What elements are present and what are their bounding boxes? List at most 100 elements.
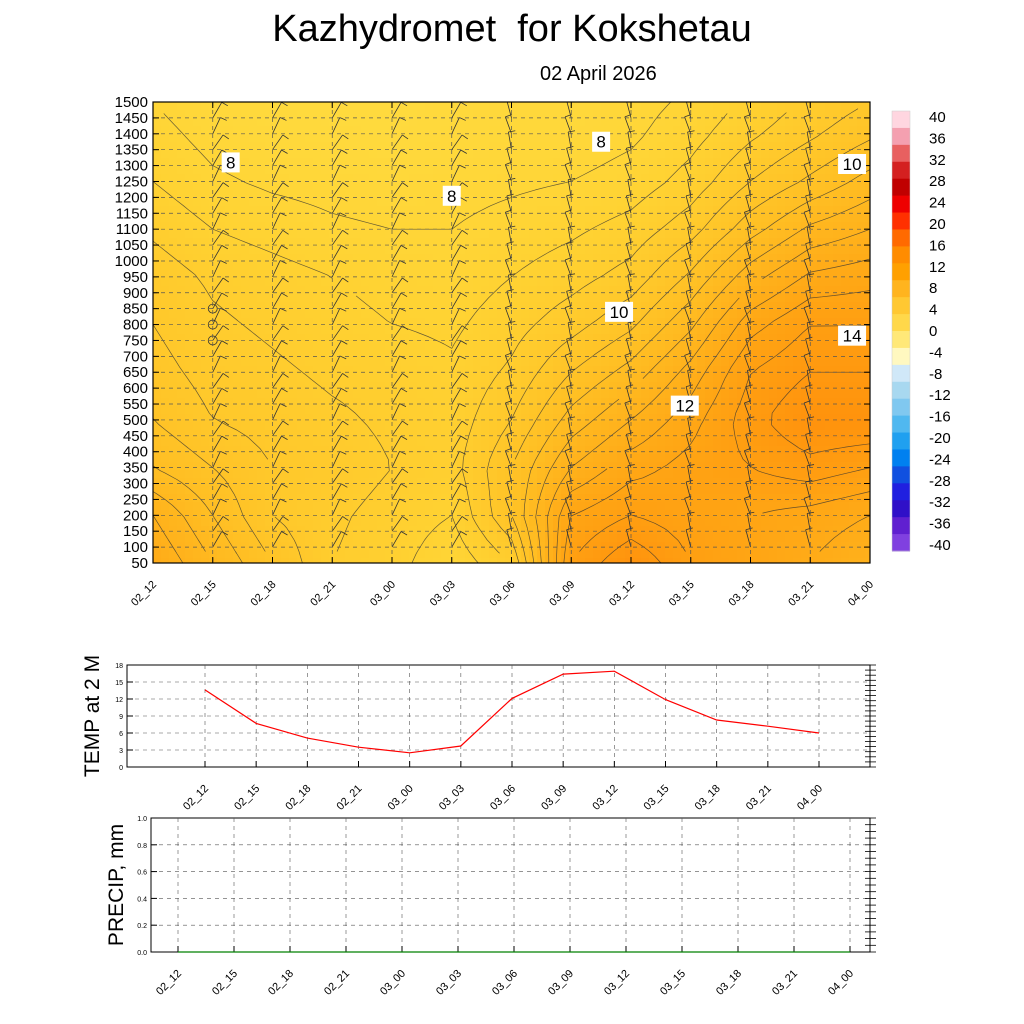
heatmap-cell [433, 118, 442, 127]
heatmap-cell [369, 134, 378, 143]
heatmap-cell [745, 310, 754, 319]
heatmap-cell [681, 558, 690, 563]
heatmap-cell [777, 350, 786, 359]
heatmap-cell [489, 510, 498, 519]
heatmap-cell [745, 534, 754, 543]
heatmap-cell [329, 422, 338, 431]
heatmap-cell [625, 358, 634, 367]
heatmap-cell [209, 118, 218, 127]
heatmap-cell [353, 510, 362, 519]
heatmap-cell [497, 382, 506, 391]
heatmap-cell [521, 358, 530, 367]
heatmap-cell [489, 550, 498, 559]
heatmap-cell [257, 302, 266, 311]
heatmap-cell [177, 246, 186, 255]
heatmap-cell [193, 150, 202, 159]
heatmap-cell [353, 318, 362, 327]
heatmap-cell [833, 382, 842, 391]
heatmap-cell [361, 254, 370, 263]
heatmap-cell [665, 358, 674, 367]
heatmap-cell [257, 126, 266, 135]
heatmap-cell [601, 534, 610, 543]
heatmap-cell [753, 206, 762, 215]
heatmap-cell [537, 198, 546, 207]
heatmap-cell [265, 262, 274, 271]
heatmap-cell [489, 134, 498, 143]
heatmap-cell [185, 470, 194, 479]
heatmap-cell [305, 182, 314, 191]
heatmap-cell [369, 350, 378, 359]
heatmap-cell [545, 238, 554, 247]
heatmap-cell [665, 286, 674, 295]
heatmap-cell [761, 414, 770, 423]
heatmap-cell [217, 134, 226, 143]
heatmap-cell [201, 510, 210, 519]
heatmap-cell [193, 550, 202, 559]
heatmap-cell [729, 254, 738, 263]
heatmap-cell [769, 110, 778, 119]
heatmap-cell [705, 214, 714, 223]
heatmap-cell [809, 302, 818, 311]
heatmap-cell [545, 190, 554, 199]
heatmap-cell [497, 502, 506, 511]
heatmap-cell [449, 150, 458, 159]
heatmap-cell [433, 142, 442, 151]
heatmap-cell [345, 342, 354, 351]
heatmap-cell [337, 358, 346, 367]
heatmap-cell [825, 550, 834, 559]
heatmap-cell [745, 478, 754, 487]
heatmap-cell [249, 430, 258, 439]
heatmap-cell [241, 134, 250, 143]
heatmap-cell [233, 198, 242, 207]
heatmap-cell [721, 446, 730, 455]
heatmap-cell [441, 542, 450, 551]
heatmap-cell [753, 382, 762, 391]
heatmap-cell [321, 126, 330, 135]
heatmap-cell [281, 542, 290, 551]
heatmap-cell [681, 358, 690, 367]
heatmap-cell [801, 486, 810, 495]
heatmap-cell [177, 454, 186, 463]
heatmap-cell [641, 414, 650, 423]
heatmap-cell [617, 382, 626, 391]
heatmap-cell [449, 446, 458, 455]
heatmap-cell [257, 246, 266, 255]
heatmap-cell [393, 254, 402, 263]
heatmap-cell [769, 534, 778, 543]
heatmap-cell [449, 326, 458, 335]
heatmap-cell [265, 462, 274, 471]
heatmap-cell [481, 278, 490, 287]
heatmap-cell [177, 110, 186, 119]
heatmap-cell [265, 366, 274, 375]
heatmap-cell [417, 470, 426, 479]
heatmap-cell [185, 422, 194, 431]
heatmap-cell [689, 478, 698, 487]
heatmap-cell [457, 294, 466, 303]
heatmap-cell [697, 262, 706, 271]
heatmap-cell [817, 358, 826, 367]
heatmap-cell [281, 174, 290, 183]
heatmap-cell [417, 398, 426, 407]
heatmap-cell [161, 342, 170, 351]
heatmap-cell [617, 294, 626, 303]
heatmap-cell [529, 198, 538, 207]
heatmap-cell [337, 102, 346, 111]
heatmap-cell [553, 206, 562, 215]
heatmap-cell [785, 206, 794, 215]
heatmap-cell [217, 310, 226, 319]
heatmap-cell [593, 510, 602, 519]
heatmap-cell [713, 126, 722, 135]
heatmap-cell [833, 406, 842, 415]
heatmap-cell [345, 398, 354, 407]
heatmap-cell [545, 118, 554, 127]
heatmap-cell [753, 470, 762, 479]
heatmap-cell [241, 166, 250, 175]
heatmap-cell [401, 142, 410, 151]
heatmap-cell [761, 254, 770, 263]
heatmap-cell [577, 542, 586, 551]
heatmap-cell [361, 406, 370, 415]
heatmap-cell [697, 414, 706, 423]
heatmap-cell [833, 254, 842, 263]
heatmap-cell [153, 198, 162, 207]
heatmap-cell [449, 366, 458, 375]
